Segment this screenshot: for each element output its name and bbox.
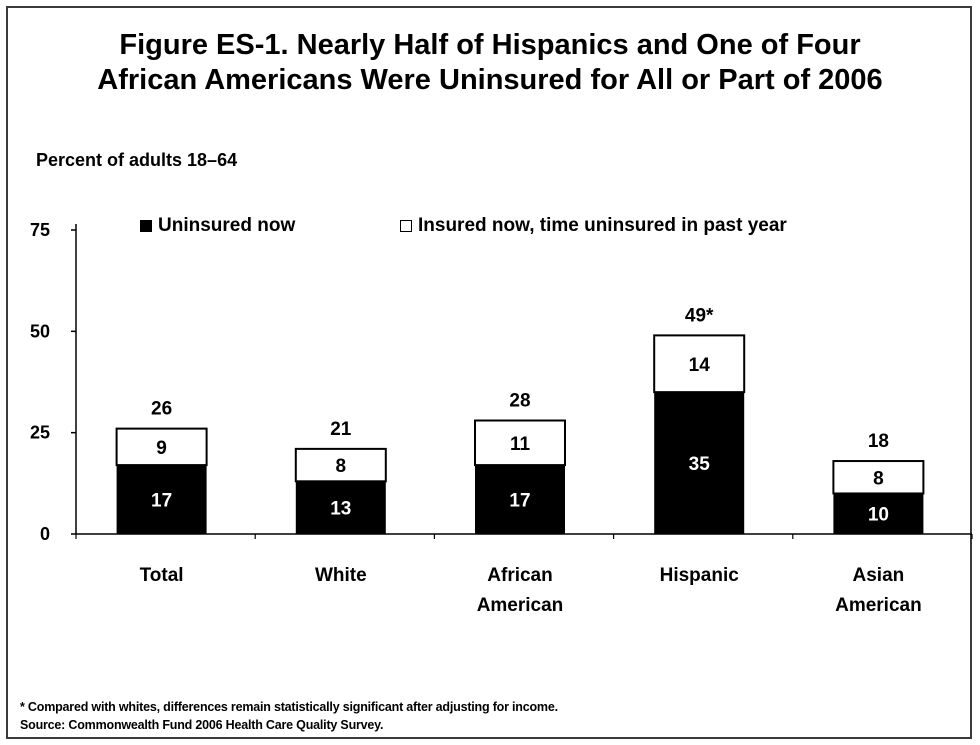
legend-label-insured-now: Insured now, time uninsured in past year [418, 215, 787, 236]
data-label-insured-time-uninsured: 9 [156, 438, 167, 459]
x-category-label: African [487, 565, 552, 586]
bar-uninsured-now [475, 465, 565, 534]
bar-insured-time-uninsured [653, 334, 746, 394]
source-note: Source: Commonwealth Fund 2006 Health Ca… [20, 718, 384, 732]
y-tick-label: 75 [30, 220, 50, 240]
data-label-insured-time-uninsured: 14 [689, 355, 711, 376]
legend-item-insured-now: Insured now, time uninsured in past year [400, 215, 787, 237]
bar-uninsured-now [654, 392, 745, 534]
data-label-total: 28 [509, 391, 530, 412]
bar-uninsured-now [295, 481, 386, 534]
x-category-label: Asian [853, 565, 905, 586]
data-label-total: 21 [330, 419, 352, 440]
bar-uninsured-now [833, 493, 924, 534]
legend-item-uninsured-now: Uninsured now [140, 215, 295, 237]
bar-insured-time-uninsured [294, 447, 387, 483]
x-category-label: Total [140, 565, 184, 586]
data-label-uninsured-now: 13 [330, 499, 351, 520]
x-category-label: American [835, 595, 922, 616]
chart-frame [6, 6, 972, 739]
bar-uninsured-now [116, 465, 207, 534]
y-tick-label: 50 [30, 321, 50, 341]
x-category-label: American [477, 595, 564, 616]
title-line-2: African Americans Were Uninsured for All… [97, 64, 883, 96]
data-label-uninsured-now: 10 [868, 505, 889, 526]
data-label-total: 49* [685, 305, 714, 326]
y-tick-label: 25 [30, 423, 50, 443]
data-label-uninsured-now: 35 [689, 454, 711, 475]
data-label-total: 18 [868, 431, 889, 452]
data-label-uninsured-now: 17 [151, 491, 172, 512]
bar-insured-time-uninsured [832, 460, 925, 495]
x-category-label: Hispanic [660, 565, 740, 586]
data-label-total: 26 [151, 399, 172, 420]
y-tick-label: 0 [40, 524, 50, 544]
legend-swatch-light [400, 220, 412, 232]
bar-insured-time-uninsured [115, 427, 208, 467]
bar-insured-time-uninsured [474, 419, 566, 467]
legend-label-uninsured-now: Uninsured now [158, 215, 296, 236]
footnote: * Compared with whites, differences rema… [20, 700, 558, 714]
data-label-insured-time-uninsured: 8 [336, 456, 347, 477]
title-line-1: Figure ES-1. Nearly Half of Hispanics an… [119, 29, 861, 61]
data-label-insured-time-uninsured: 8 [873, 468, 884, 489]
data-label-uninsured-now: 17 [509, 491, 530, 512]
legend-swatch-dark [140, 220, 152, 232]
chart-subtitle: Percent of adults 18–64 [36, 150, 238, 170]
chart-title: Figure ES-1. Nearly Half of Hispanics an… [0, 28, 980, 98]
data-label-insured-time-uninsured: 11 [510, 434, 531, 455]
x-category-label: White [315, 565, 367, 586]
